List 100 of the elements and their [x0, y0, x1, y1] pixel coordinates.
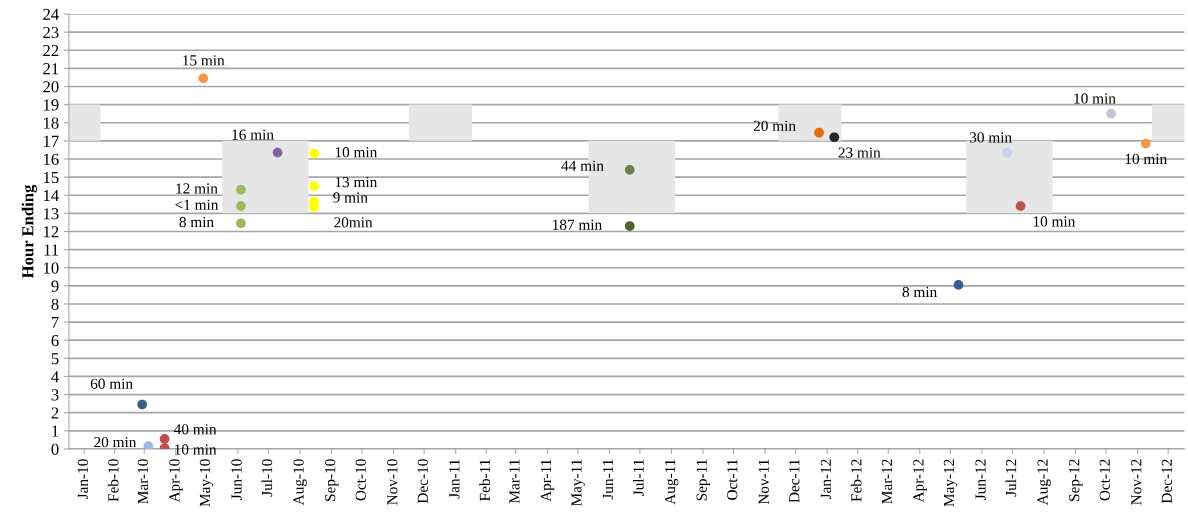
point: [236, 218, 246, 229]
point: [1002, 147, 1013, 158]
x-tick-label: Nov-11: [758, 459, 769, 505]
x-tick-label: Apr-10: [169, 459, 183, 503]
x-tick-label: Sep-11: [696, 459, 710, 501]
x-tick-label: Oct-11: [727, 459, 738, 500]
annotation: 10 min: [1033, 216, 1076, 227]
annotation: <1 min: [175, 199, 219, 210]
y-tick-label: 3: [51, 389, 59, 401]
y-tick-label: 21: [43, 63, 59, 75]
point: [624, 221, 635, 231]
annotation: 40 min: [174, 424, 217, 435]
x-tick-label: Apr-11: [540, 459, 555, 502]
annotation: 13 min: [335, 176, 378, 188]
y-tick-label: 20: [43, 81, 59, 93]
point: [272, 147, 283, 158]
annotation: 16 min: [232, 129, 274, 140]
y-tick-label: 24: [43, 8, 59, 20]
annotation: 187 min: [553, 219, 602, 230]
x-tick-label: May-10: [199, 459, 214, 507]
annotation: 9 min: [333, 192, 368, 203]
point: [137, 399, 148, 410]
y-tick-label: 11: [44, 244, 59, 256]
y-tick-label: 6: [51, 334, 59, 347]
x-tick-label: Jan-11: [449, 459, 460, 499]
x-tick-label: Sep-12: [1069, 459, 1083, 501]
annotation: 23 min: [838, 147, 881, 158]
x-tick-label: Feb-11: [479, 459, 491, 501]
point: [309, 148, 320, 159]
y-tick-label: 10: [43, 262, 59, 274]
x-tick-label: Feb-10: [107, 459, 119, 502]
x-tick-label: Jun-12: [975, 459, 986, 500]
x-tick-label: Feb-12: [850, 459, 862, 502]
x-tick-label: Dec-10: [417, 459, 428, 504]
point: [236, 184, 246, 195]
x-tick-label: Nov-12: [1131, 459, 1142, 505]
y-tick-label: 19: [43, 99, 59, 111]
y-tick-label: 9: [51, 280, 59, 292]
annotation: 44 min: [561, 160, 604, 171]
y-tick-label: 23: [43, 26, 59, 39]
y-tick-label: 16: [43, 153, 59, 165]
point: [159, 434, 170, 444]
y-tick-label: 15: [43, 171, 59, 184]
y-tick-label: 5: [51, 353, 59, 365]
point: [1015, 201, 1026, 211]
x-tick-label: Jul-10: [261, 459, 273, 497]
y-tick-label: 4: [51, 371, 59, 383]
y-tick-label: 22: [43, 45, 59, 57]
x-tick-label: Jul-12: [1005, 459, 1017, 497]
annotation: 10 min: [175, 444, 217, 455]
x-tick-label: Aug-12: [1037, 459, 1051, 506]
y-tick-label: 13: [43, 208, 59, 220]
x-tick-label: Oct-10: [355, 459, 366, 501]
y-tick-label: 7: [51, 316, 59, 328]
y-tick-label: 0: [51, 443, 59, 455]
point: [953, 280, 964, 290]
point: [814, 127, 824, 138]
x-tick-label: Mar-11: [509, 459, 520, 504]
annotation: 10 min: [1074, 93, 1116, 104]
y-tick-label: 8: [51, 298, 59, 310]
x-tick-label: Sep-10: [325, 459, 339, 501]
x-tick-label: Jan-10: [77, 459, 88, 500]
point: [198, 73, 209, 84]
x-tick-label: Dec-12: [1161, 459, 1172, 504]
annotation: 20min: [334, 217, 373, 228]
x-tick-label: May-11: [571, 459, 585, 507]
point: [309, 181, 320, 192]
point: [236, 201, 246, 211]
y-tick-label: 18: [43, 117, 59, 129]
annotation: 8 min: [902, 286, 937, 298]
annotation: 10 min: [1125, 153, 1167, 165]
y-tick-label: 1: [52, 425, 59, 437]
x-tick-label: Mar-10: [137, 459, 149, 504]
x-tick-label: May-12: [943, 459, 958, 507]
x-tick-label: Mar-12: [881, 459, 893, 504]
y-tick-label: 14: [43, 190, 59, 202]
y-tick-label: 2: [51, 407, 59, 419]
annotation: 10 min: [335, 147, 378, 158]
y-axis-title: Hour Ending: [21, 184, 37, 279]
annotation: 12 min: [176, 183, 218, 194]
x-tick-label: Oct-12: [1099, 459, 1110, 501]
x-tick-label: Jun-10: [231, 459, 242, 500]
point: [1106, 108, 1117, 119]
annotation: 15 min: [183, 55, 225, 66]
x-tick-label: Jun-11: [602, 459, 614, 500]
x-tick-label: Aug-10: [293, 459, 307, 506]
point: [829, 132, 840, 143]
point: [143, 441, 154, 449]
y-tick-label: 12: [43, 226, 59, 238]
annotation: 60 min: [90, 378, 133, 389]
y-tick-label: 17: [43, 135, 59, 147]
annotation: 30 min: [969, 132, 1012, 143]
annotation: 20 min: [753, 120, 796, 131]
x-tick-label: Dec-11: [789, 459, 800, 503]
annotation: 8 min: [179, 216, 214, 228]
x-tick-label: Nov-10: [387, 459, 398, 505]
annotation: 20 min: [94, 436, 137, 448]
x-tick-label: Apr-12: [913, 459, 927, 503]
x-tick-label: Aug-11: [665, 459, 679, 505]
x-tick-label: Jul-11: [632, 459, 644, 496]
